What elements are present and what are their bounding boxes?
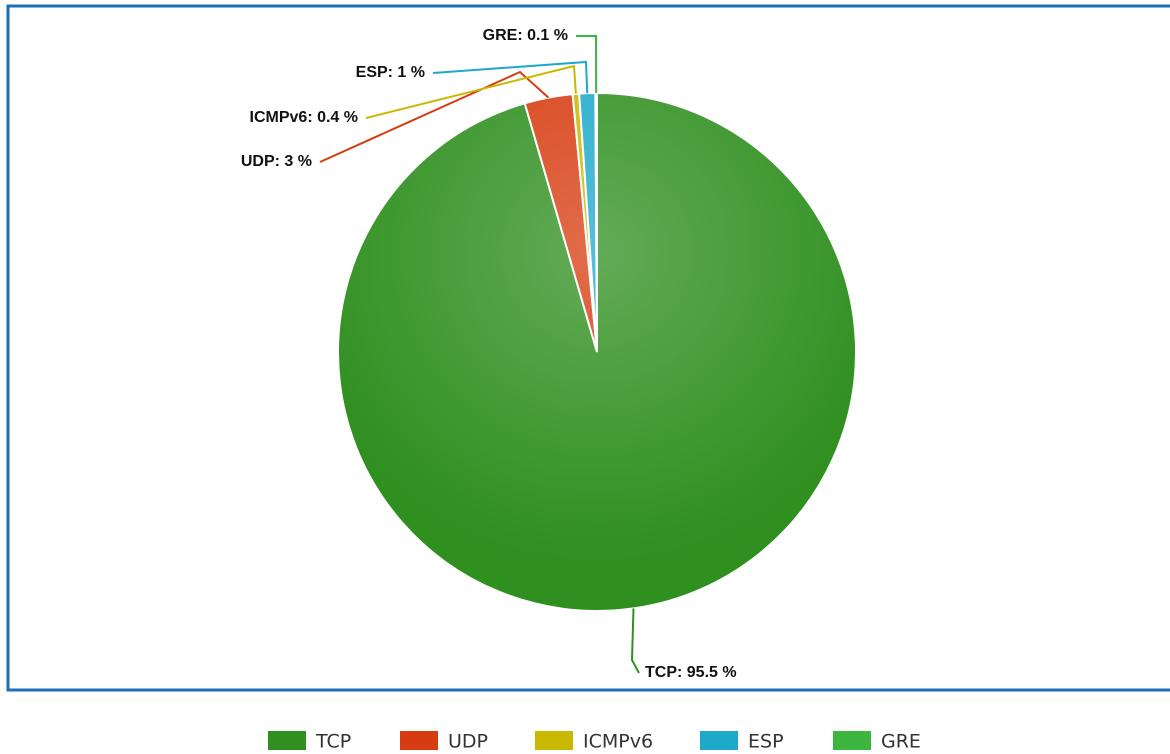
legend-label: ESP xyxy=(748,731,784,753)
data-label: ICMPv6: 0.4 % xyxy=(250,109,358,126)
data-label: UDP: 3 % xyxy=(241,153,312,170)
chart-frame xyxy=(6,4,1170,692)
leader-line xyxy=(576,35,598,94)
legend-label: GRE xyxy=(881,731,921,753)
legend-label: TCP xyxy=(315,731,351,753)
legend-label: UDP xyxy=(448,731,488,753)
leader-line xyxy=(630,608,640,674)
leader-line xyxy=(432,60,589,94)
legend-swatch xyxy=(268,731,306,750)
legend-swatch xyxy=(700,731,738,750)
leader-line xyxy=(365,64,577,119)
legend-label: ICMPv6 xyxy=(583,731,653,753)
data-label: GRE: 0.1 % xyxy=(483,27,568,44)
data-label: ESP: 1 % xyxy=(356,64,425,81)
legend-swatch xyxy=(535,731,573,750)
legend-swatch xyxy=(400,731,438,750)
data-label: TCP: 95.5 % xyxy=(645,664,737,681)
leader-line xyxy=(319,70,550,163)
legend-swatch xyxy=(833,731,871,750)
